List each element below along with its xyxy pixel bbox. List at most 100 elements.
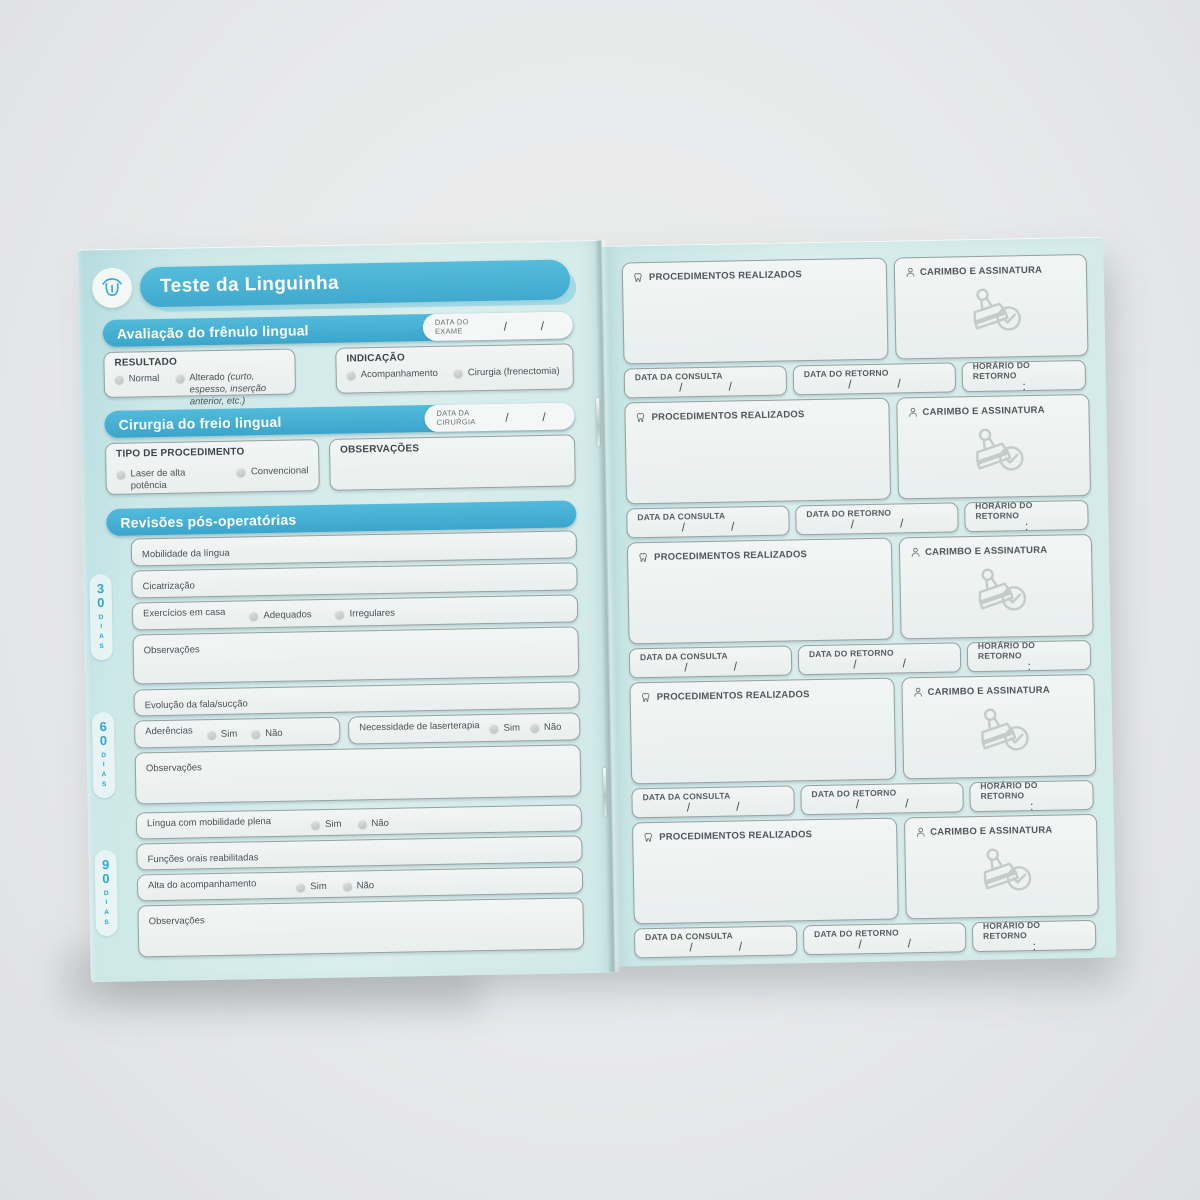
option-alterado[interactable]: Alterado (curto, espesso, inserção anter… [175,371,285,409]
indicacao-label: INDICAÇÃO [346,352,405,365]
radio-nao[interactable] [529,723,540,733]
procedures-box[interactable]: PROCEDIMENTOS REALIZADOS [631,817,899,925]
user-icon [913,686,924,698]
option-plena-nao[interactable]: Não [357,818,389,830]
visit-block: PROCEDIMENTOS REALIZADOS CARIMBO E ASSIN… [626,533,1094,679]
option-aderencias-sim[interactable]: Sim [206,729,238,742]
observacoes-60-box[interactable]: Observações [134,744,582,805]
procedures-box[interactable]: PROCEDIMENTOS REALIZADOS [624,397,892,505]
option-normal[interactable]: Normal [114,373,160,386]
observacoes-30-box[interactable]: Observações [132,626,580,685]
field-alta[interactable]: Alta do acompanhamento Sim Não [136,866,584,902]
horario-label: HORÁRIO DO RETORNO [977,639,1036,662]
observacoes-90-box[interactable]: Observações [137,897,585,958]
horario-field[interactable]: HORÁRIO DO RETORNO : [969,779,1094,813]
procedures-box[interactable]: PROCEDIMENTOS REALIZADOS [621,257,889,365]
stamp-label: CARIMBO E ASSINATURA [924,544,1048,558]
consulta-date-field[interactable]: DATA DA CONSULTA / / [633,925,798,959]
page-header: Teste da Linguinha [91,259,573,309]
option-acompanhamento[interactable]: Acompanhamento [346,368,438,382]
stamp-check-icon [963,564,1030,619]
radio-sim[interactable] [206,730,216,740]
option-plena-sim[interactable]: Sim [311,819,342,831]
radio-nao[interactable] [251,729,261,739]
procedures-box[interactable]: PROCEDIMENTOS REALIZADOS [629,677,897,785]
consulta-slashes: / / [689,939,743,955]
stamp-box[interactable]: CARIMBO E ASSINATURA [903,813,1099,920]
visit-block: PROCEDIMENTOS REALIZADOS CARIMBO E ASSIN… [624,393,1092,539]
field-aderencias[interactable]: Aderências Sim Não [134,716,341,749]
procedures-header: PROCEDIMENTOS REALIZADOS [638,547,881,564]
radio-convencional[interactable] [236,467,246,477]
field-evolucao[interactable]: Evolução da fala/sucção [133,681,580,717]
resultado-label: RESULTADO [114,356,178,369]
option-alta-nao[interactable]: Não [342,880,374,892]
option-laser-sim[interactable]: Sim [489,722,521,736]
stamp-label: CARIMBO E ASSINATURA [922,404,1045,418]
horario-label: HORÁRIO DO RETORNO [982,919,1041,941]
option-cirurgia[interactable]: Cirurgia (frenectomia) [453,366,560,380]
radio-nao[interactable] [342,881,352,891]
horario-field[interactable]: HORÁRIO DO RETORNO : [961,360,1087,393]
radio-irregulares[interactable] [335,609,345,619]
retorno-date-field[interactable]: DATA DO RETORNO / / [795,502,959,536]
surgery-observacoes-box[interactable]: OBSERVAÇÕES [328,434,576,491]
radio-sim[interactable] [489,723,499,733]
radio-alterado[interactable] [175,373,185,383]
consulta-date-field[interactable]: DATA DA CONSULTA / / [628,645,793,679]
retorno-date-field[interactable]: DATA DO RETORNO / / [797,642,962,676]
stamp-box[interactable]: CARIMBO E ASSINATURA [896,393,1092,500]
date-slash: / [503,319,508,334]
field-mobilidade[interactable]: Mobilidade da língua [130,530,578,567]
horario-field[interactable]: HORÁRIO DO RETORNO : [966,639,1092,673]
radio-cirurgia[interactable] [453,368,463,378]
section-title: Revisões pós-operatórias [120,510,297,531]
consulta-date-field[interactable]: DATA DA CONSULTA / / [631,785,795,819]
retorno-date-field[interactable]: DATA DO RETORNO / / [792,362,957,396]
tooth-icon [635,411,647,424]
option-adequados[interactable]: Adequados [249,609,312,622]
procedures-label: PROCEDIMENTOS REALIZADOS [651,409,805,423]
procedures-header: PROCEDIMENTOS REALIZADOS [641,687,884,704]
option-convencional[interactable]: Convencional [236,465,309,478]
retorno-date-field[interactable]: DATA DO RETORNO / / [802,922,967,956]
option-aderencias-nao[interactable]: Não [251,728,283,741]
radio-acompanhamento[interactable] [346,370,356,380]
stamp-box[interactable]: CARIMBO E ASSINATURA [898,533,1094,640]
option-alta-sim[interactable]: Sim [296,881,327,893]
retorno-date-field[interactable]: DATA DO RETORNO / / [800,782,964,816]
radio-normal[interactable] [114,374,124,384]
consulta-date-field[interactable]: DATA DA CONSULTA / / [626,505,790,539]
radio-sim[interactable] [311,820,321,830]
option-laser-nao[interactable]: Não [529,722,562,736]
tooth-icon [641,691,653,704]
open-booklet: Teste da Linguinha Avaliação do frênulo … [77,231,1117,983]
stamp-box[interactable]: CARIMBO E ASSINATURA [893,253,1089,360]
field-mobilidade-plena[interactable]: Língua com mobilidade plena Sim Não [135,804,583,840]
radio-nao[interactable] [357,819,367,829]
procedures-box[interactable]: PROCEDIMENTOS REALIZADOS [626,537,894,645]
option-laser[interactable]: Laser de alta potência [116,467,221,493]
exam-date-field[interactable]: DATA DO EXAME / / [422,311,574,342]
retorno-slashes: / / [850,516,904,532]
field-exercicios[interactable]: Exercícios em casa Adequados Irregulares [131,594,579,631]
option-irregulares[interactable]: Irregulares [335,608,395,621]
radio-laser[interactable] [116,469,126,479]
radio-sim[interactable] [296,882,306,892]
surgery-date-field[interactable]: DATA DA CIRURGIA / / [424,402,575,433]
visit-block: PROCEDIMENTOS REALIZADOS CARIMBO E ASSIN… [631,813,1099,959]
consulta-date-field[interactable]: DATA DA CONSULTA / / [623,365,788,399]
consulta-slashes: / / [684,659,738,675]
field-cicatrizacao[interactable]: Cicatrização [131,562,578,599]
section-bar-avaliacao: Avaliação do frênulo lingual DATA DO EXA… [102,311,574,348]
stamp-box[interactable]: CARIMBO E ASSINATURA [901,673,1097,780]
horario-field[interactable]: HORÁRIO DO RETORNO : [971,919,1097,953]
radio-adequados[interactable] [249,611,259,621]
field-funcoes-orais[interactable]: Funções orais reabilitadas [136,835,583,871]
horario-field[interactable]: HORÁRIO DO RETORNO : [964,499,1089,533]
procedimento-label: TIPO DE PROCEDIMENTO [116,446,245,460]
field-laserterapia[interactable]: Necessidade de laserterapia Sim Não [347,712,581,745]
